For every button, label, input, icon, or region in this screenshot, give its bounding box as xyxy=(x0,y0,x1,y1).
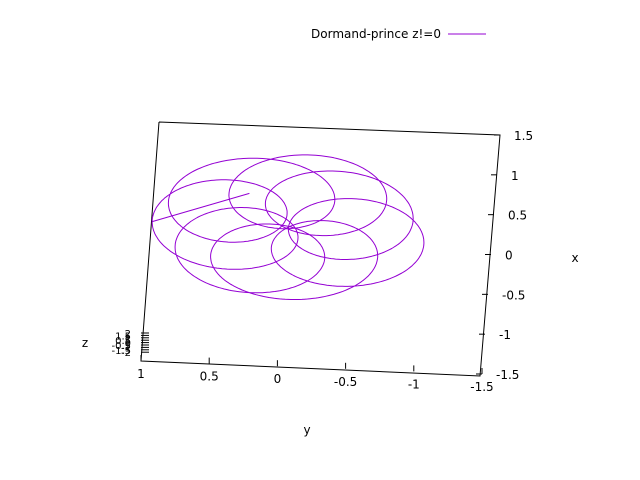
plot-frame xyxy=(140,121,501,377)
z-tick-label: 0 xyxy=(125,339,131,350)
z-tick-label: 1.5 xyxy=(115,331,131,342)
y-axis-ticks: 1 0.5 0 -0.5 -1 -1.5 xyxy=(137,355,494,394)
y-tick-label: 0.5 xyxy=(200,370,219,384)
legend-entry-label: Dormand-prince z!=0 xyxy=(311,27,441,41)
x-tick-label: 0 xyxy=(505,249,513,263)
legend: Dormand-prince z!=0 xyxy=(311,27,486,41)
x-axis-ticks: 1.5 1 0.5 0 -0.5 -1 -1.5 xyxy=(476,129,533,382)
x-tick-label: -1 xyxy=(499,328,511,342)
x-tick-label: 1.5 xyxy=(514,129,533,143)
z-tick-label: -2 xyxy=(121,348,131,359)
x-tick-label: 0.5 xyxy=(508,209,527,223)
y-tick-label: -0.5 xyxy=(334,375,357,389)
x-tick-label: -1.5 xyxy=(496,368,519,382)
z-tick-label: -1 xyxy=(121,343,131,354)
z-tick-label: 0.5 xyxy=(115,336,131,347)
y-tick-label: 1 xyxy=(137,367,145,381)
z-tick-label: 1 xyxy=(125,334,131,345)
y-tick-label: -1 xyxy=(408,377,420,391)
x-axis-label: x xyxy=(571,251,578,265)
z-tick-label: -1.5 xyxy=(111,346,131,357)
y-tick-label: 0 xyxy=(274,372,282,386)
z-tick-label: 2 xyxy=(125,329,131,340)
y-tick-label: -1.5 xyxy=(470,380,493,394)
y-axis-label: y xyxy=(303,423,310,437)
z-axis-ticks: 21.510.50-0.5-1-1.5-2 xyxy=(111,329,149,359)
series-line-dormand-prince xyxy=(151,154,425,300)
x-tick-label: -0.5 xyxy=(502,288,525,302)
z-axis-label: z xyxy=(82,336,88,350)
x-tick-label: 1 xyxy=(511,169,519,183)
z-tick-label: -0.5 xyxy=(111,341,131,352)
